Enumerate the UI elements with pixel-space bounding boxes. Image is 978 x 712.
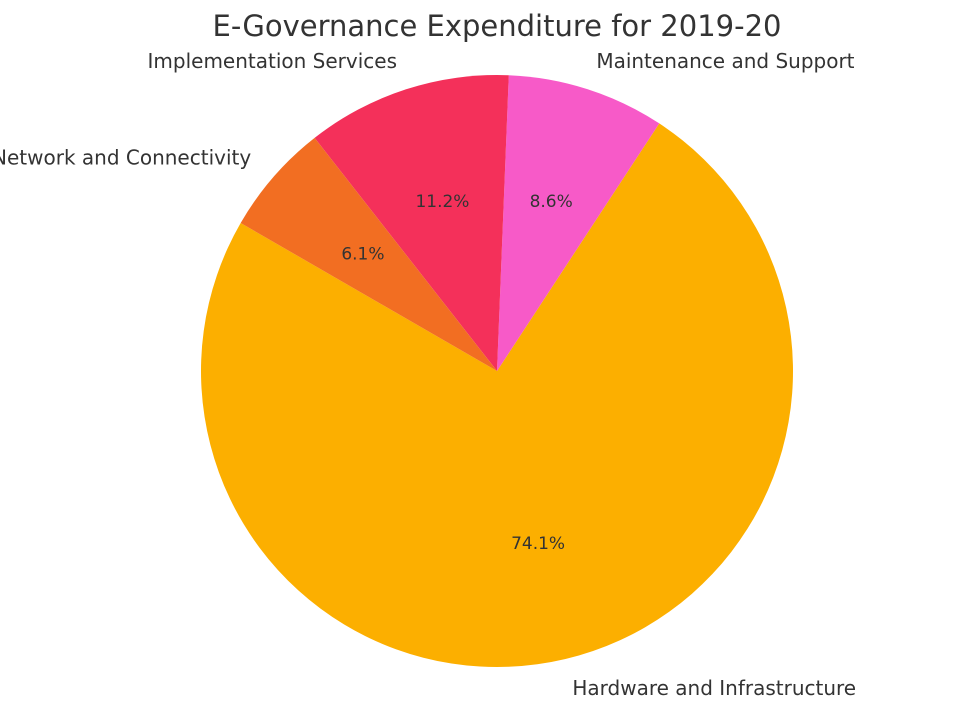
category-label-network-and-connectivity: Network and Connectivity <box>0 145 251 169</box>
pie-slices <box>201 75 794 668</box>
category-label-hardware-and-infrastructure: Hardware and Infrastructure <box>572 676 856 700</box>
percent-label-implementation-services: 11.2% <box>415 192 469 212</box>
percent-label-network-and-connectivity: 6.1% <box>341 245 384 265</box>
pie-slice-maintenance-and-support <box>497 75 660 372</box>
percent-label-hardware-and-infrastructure: 74.1% <box>511 534 565 554</box>
percent-labels: 74.1% 8.6% 11.2% 6.1% <box>341 192 572 554</box>
category-label-implementation-services: Implementation Services <box>148 49 398 73</box>
chart-title: E-Governance Expenditure for 2019-20 <box>213 9 782 43</box>
category-label-maintenance-and-support: Maintenance and Support <box>596 49 854 73</box>
pie-slice-implementation-services <box>314 75 509 371</box>
pie-slice-hardware-and-infrastructure <box>201 123 794 668</box>
category-labels: Hardware and Infrastructure Maintenance a… <box>0 49 856 700</box>
pie-slice-network-and-connectivity <box>240 137 497 371</box>
percent-label-maintenance-and-support: 8.6% <box>530 192 573 212</box>
